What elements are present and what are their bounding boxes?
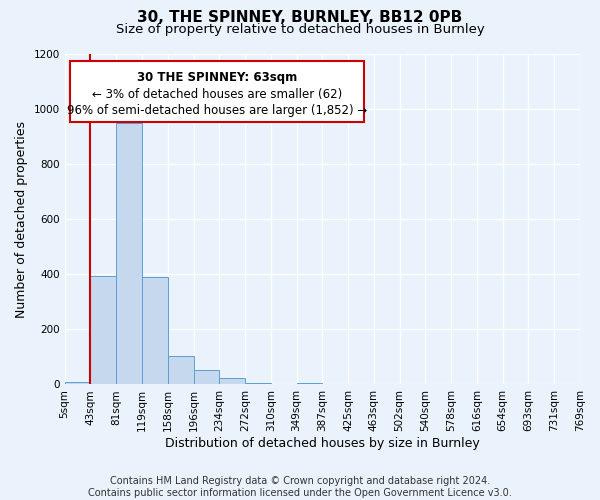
Bar (245, 383, 271, 384)
Bar (65, 382, 91, 384)
Bar (142, 277, 168, 384)
Text: ← 3% of detached houses are smaller (62): ← 3% of detached houses are smaller (62) (92, 88, 342, 101)
Text: 96% of semi-detached houses are larger (1,852) →: 96% of semi-detached houses are larger (… (67, 104, 367, 117)
Bar (193, 370, 219, 384)
Bar (296, 383, 322, 384)
Bar (91, 276, 116, 384)
Text: 30 THE SPINNEY: 63sqm: 30 THE SPINNEY: 63sqm (137, 71, 297, 84)
FancyBboxPatch shape (70, 60, 364, 122)
Bar (168, 356, 193, 384)
X-axis label: Distribution of detached houses by size in Burnley: Distribution of detached houses by size … (165, 437, 480, 450)
Text: Contains HM Land Registry data © Crown copyright and database right 2024.
Contai: Contains HM Land Registry data © Crown c… (88, 476, 512, 498)
Text: 30, THE SPINNEY, BURNLEY, BB12 0PB: 30, THE SPINNEY, BURNLEY, BB12 0PB (137, 10, 463, 25)
Bar (219, 378, 245, 384)
Text: Size of property relative to detached houses in Burnley: Size of property relative to detached ho… (116, 22, 484, 36)
Bar (116, 123, 142, 384)
Y-axis label: Number of detached properties: Number of detached properties (15, 120, 28, 318)
